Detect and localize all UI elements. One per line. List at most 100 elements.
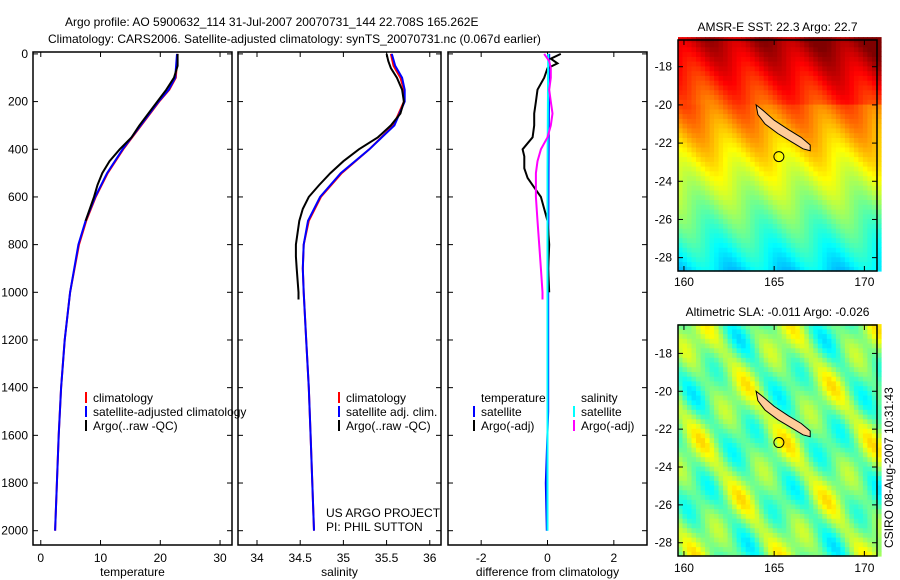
map-cell xyxy=(696,513,702,519)
map-cell xyxy=(705,113,711,119)
map-cell xyxy=(813,527,819,533)
map-cell xyxy=(763,527,769,533)
map-cell xyxy=(844,127,850,134)
map-cell xyxy=(831,361,837,368)
map-cell xyxy=(795,503,801,510)
map-cell xyxy=(687,218,693,224)
map-cell xyxy=(745,41,751,48)
map-cell xyxy=(790,461,796,467)
map-cell xyxy=(831,132,837,138)
map-cell xyxy=(696,51,702,57)
map-cell xyxy=(682,380,688,387)
map-cell xyxy=(763,485,769,491)
map-cell xyxy=(858,395,864,401)
map-cell xyxy=(678,456,684,462)
map-cell xyxy=(790,475,796,481)
map-cell xyxy=(795,65,801,72)
map-cell xyxy=(750,41,756,48)
map-cell xyxy=(867,113,873,119)
map-cell xyxy=(835,89,841,95)
map-cell xyxy=(678,475,684,481)
map-cell xyxy=(727,366,733,372)
map-cell xyxy=(844,409,850,415)
map-cell xyxy=(844,261,850,267)
map-cell xyxy=(759,456,765,462)
map-cell xyxy=(804,499,810,505)
map-cell xyxy=(795,213,801,220)
map-cell xyxy=(736,94,742,100)
map-cell xyxy=(777,328,783,335)
map-cell xyxy=(714,404,720,410)
map-cell xyxy=(862,127,868,134)
map-cell xyxy=(714,437,720,443)
map-cell xyxy=(781,361,787,368)
map-cell xyxy=(786,156,792,162)
map-cell xyxy=(736,266,742,272)
map-cell xyxy=(754,456,760,462)
map-cell xyxy=(871,132,877,138)
map-cell xyxy=(777,180,783,186)
map-cell xyxy=(871,447,877,453)
map-cell xyxy=(750,503,756,510)
map-cell xyxy=(763,56,769,62)
project-annotation: US ARGO PROJECT xyxy=(326,506,441,520)
map-cell xyxy=(876,75,882,81)
map-cell xyxy=(781,371,787,377)
map-cell xyxy=(745,256,751,263)
map-cell xyxy=(754,343,760,349)
map-cell xyxy=(732,228,738,234)
map-cell xyxy=(786,61,792,67)
map-cell xyxy=(844,551,850,557)
map-cell xyxy=(763,470,769,477)
map-cell xyxy=(709,404,715,410)
map-cell xyxy=(840,127,846,134)
map-cell xyxy=(862,409,868,415)
map-cell xyxy=(871,352,877,358)
map-cell xyxy=(723,223,729,229)
map-cell xyxy=(786,142,792,148)
map-cell xyxy=(750,518,756,524)
map-cell xyxy=(768,428,774,434)
map-cell xyxy=(678,99,684,105)
map-cell xyxy=(709,237,715,243)
map-cell xyxy=(799,527,805,533)
map-cell xyxy=(799,399,805,406)
map-cell xyxy=(804,242,810,248)
map-cell xyxy=(678,324,684,330)
map-cell xyxy=(853,180,859,186)
map-cell xyxy=(763,328,769,335)
map-cell xyxy=(858,89,864,95)
map-cell xyxy=(799,366,805,372)
map-cell xyxy=(799,461,805,467)
map-cell xyxy=(714,132,720,138)
map-cell xyxy=(682,51,688,57)
map-cell xyxy=(777,118,783,124)
map-cell xyxy=(763,223,769,229)
map-cell xyxy=(835,118,841,124)
map-cell xyxy=(696,256,702,263)
map-cell xyxy=(705,137,711,143)
map-cell xyxy=(826,328,832,335)
map-cell xyxy=(858,132,864,138)
map-cell xyxy=(781,437,787,443)
map-cell xyxy=(723,118,729,124)
map-cell xyxy=(813,185,819,191)
map-cell xyxy=(786,56,792,62)
map-cell xyxy=(772,333,778,339)
map-cell xyxy=(790,371,796,377)
map-cell xyxy=(691,480,697,486)
map-cell xyxy=(790,170,796,177)
map-cell xyxy=(682,180,688,186)
map-cell xyxy=(750,261,756,267)
map-cell xyxy=(853,347,859,353)
map-cell xyxy=(840,423,846,429)
map-cell xyxy=(795,328,801,335)
map-cell xyxy=(840,347,846,353)
map-cell xyxy=(840,166,846,172)
map-cell xyxy=(876,480,882,486)
map-cell xyxy=(840,146,846,153)
legend-label: satellite-adjusted climatology xyxy=(93,405,246,419)
map-cell xyxy=(696,352,702,358)
map-cell xyxy=(804,70,810,76)
map-cell xyxy=(795,390,801,396)
